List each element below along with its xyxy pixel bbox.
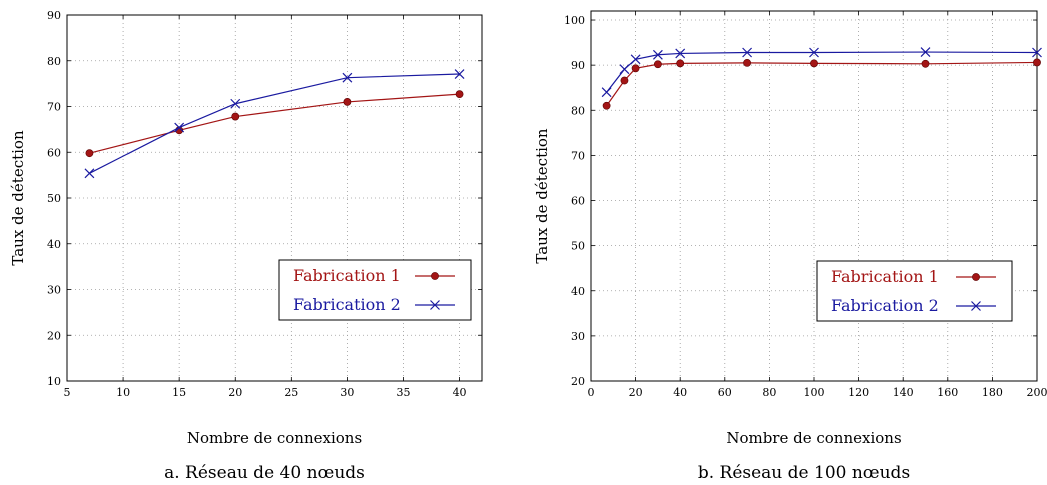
y-tick-label: 50 — [47, 192, 61, 205]
x-tick-label: 30 — [340, 386, 354, 399]
x-tick-label: 25 — [284, 386, 298, 399]
y-tick-label: 30 — [571, 330, 585, 343]
data-point-cross — [342, 72, 353, 83]
legend-dot-icon — [972, 273, 980, 281]
y-tick-label: 40 — [47, 238, 61, 251]
data-point-dot — [602, 101, 611, 110]
data-point-dot — [654, 60, 662, 69]
data-point-cross — [675, 48, 686, 59]
data-point-cross — [454, 69, 465, 79]
x-tick-label: 20 — [629, 386, 643, 399]
legend-label: Fabrication 2 — [293, 295, 401, 314]
chart-b: 0 20 40 60 80 100 120 140 160 180 2002030405060708… — [533, 10, 1047, 483]
y-axis-label: Taux de détection — [9, 130, 27, 266]
legend-label: Fabrication 2 — [831, 296, 939, 315]
legend: Fabrication 1 Fabrication 2 — [278, 259, 472, 321]
data-point-cross — [809, 47, 819, 58]
y-tick-label: 70 — [47, 101, 61, 114]
y-tick-label: 80 — [47, 55, 61, 68]
x-tick-label: 100 — [804, 386, 825, 399]
series-line-1 — [89, 93, 460, 154]
y-tick-label: 60 — [47, 146, 61, 159]
x-tick-label: 200 — [1027, 386, 1047, 399]
y-tick-label: 80 — [571, 104, 585, 117]
series-line-1 — [606, 61, 1038, 107]
legend-cross-icon — [430, 300, 440, 310]
chart-a: 5 10 15 20 25 30 35 40102030405060708090Nombre … — [9, 9, 483, 483]
x-tick-label: 140 — [893, 386, 914, 399]
legend-cross-icon — [971, 301, 981, 311]
data-point-cross — [230, 98, 241, 109]
x-tick-label: 120 — [848, 386, 869, 399]
data-point-dot — [620, 76, 629, 85]
series-line-2 — [89, 73, 460, 174]
data-point-dot — [631, 64, 640, 73]
legend-label: Fabrication 1 — [831, 267, 939, 286]
x-tick-label: 40 — [453, 386, 467, 399]
x-tick-label: 160 — [937, 386, 958, 399]
y-tick-label: 20 — [571, 375, 585, 388]
data-point-dot — [455, 90, 464, 99]
y-tick-label: 10 — [47, 375, 61, 388]
data-point-cross — [652, 49, 663, 60]
legend-label: Fabrication 1 — [293, 266, 401, 285]
x-tick-label: 180 — [982, 386, 1003, 399]
data-point-dot — [343, 98, 352, 106]
y-tick-label: 60 — [571, 195, 585, 208]
data-point-cross — [619, 64, 630, 75]
legend-box — [278, 259, 472, 321]
data-point-dot — [231, 112, 240, 121]
y-tick-label: 100 — [564, 14, 585, 27]
legend-dot-icon — [431, 272, 439, 280]
data-point-dot — [1033, 58, 1041, 67]
x-axis-label: Nombre de connexions — [726, 429, 901, 447]
data-point-dot — [85, 149, 94, 158]
x-tick-label: 80 — [762, 386, 776, 399]
data-point-cross — [601, 87, 612, 98]
chart-caption: b. Réseau de 100 nœuds — [698, 463, 910, 483]
x-tick-label: 5 — [64, 386, 71, 399]
x-tick-label: 0 — [588, 386, 595, 399]
data-point-cross — [84, 168, 95, 179]
x-tick-label: 20 — [228, 386, 242, 399]
legend-box — [816, 260, 1013, 322]
x-tick-label: 60 — [718, 386, 732, 399]
y-tick-label: 70 — [571, 149, 585, 162]
y-axis-label: Taux de détection — [533, 128, 551, 264]
y-tick-label: 30 — [47, 284, 61, 297]
data-point-cross — [920, 47, 931, 57]
legend: Fabrication 1 Fabrication 2 — [816, 260, 1013, 322]
data-point-dot — [743, 58, 751, 67]
data-point-cross — [742, 47, 753, 58]
x-tick-label: 15 — [172, 386, 186, 399]
y-tick-label: 20 — [47, 329, 61, 342]
chart-caption: a. Réseau de 40 nœuds — [164, 463, 365, 483]
x-tick-label: 40 — [673, 386, 687, 399]
x-tick-label: 35 — [396, 386, 410, 399]
data-point-dot — [810, 59, 818, 68]
y-tick-label: 40 — [571, 285, 585, 298]
y-tick-label: 90 — [47, 9, 61, 22]
x-tick-label: 10 — [116, 386, 130, 399]
data-point-dot — [676, 59, 685, 68]
data-point-cross — [1032, 47, 1042, 58]
data-point-dot — [921, 59, 930, 68]
y-tick-label: 50 — [571, 240, 585, 253]
x-axis-label: Nombre de connexions — [187, 429, 362, 447]
data-point-cross — [630, 54, 641, 65]
y-tick-label: 90 — [571, 59, 585, 72]
series-line-2 — [606, 51, 1038, 93]
data-point-cross — [174, 122, 185, 133]
